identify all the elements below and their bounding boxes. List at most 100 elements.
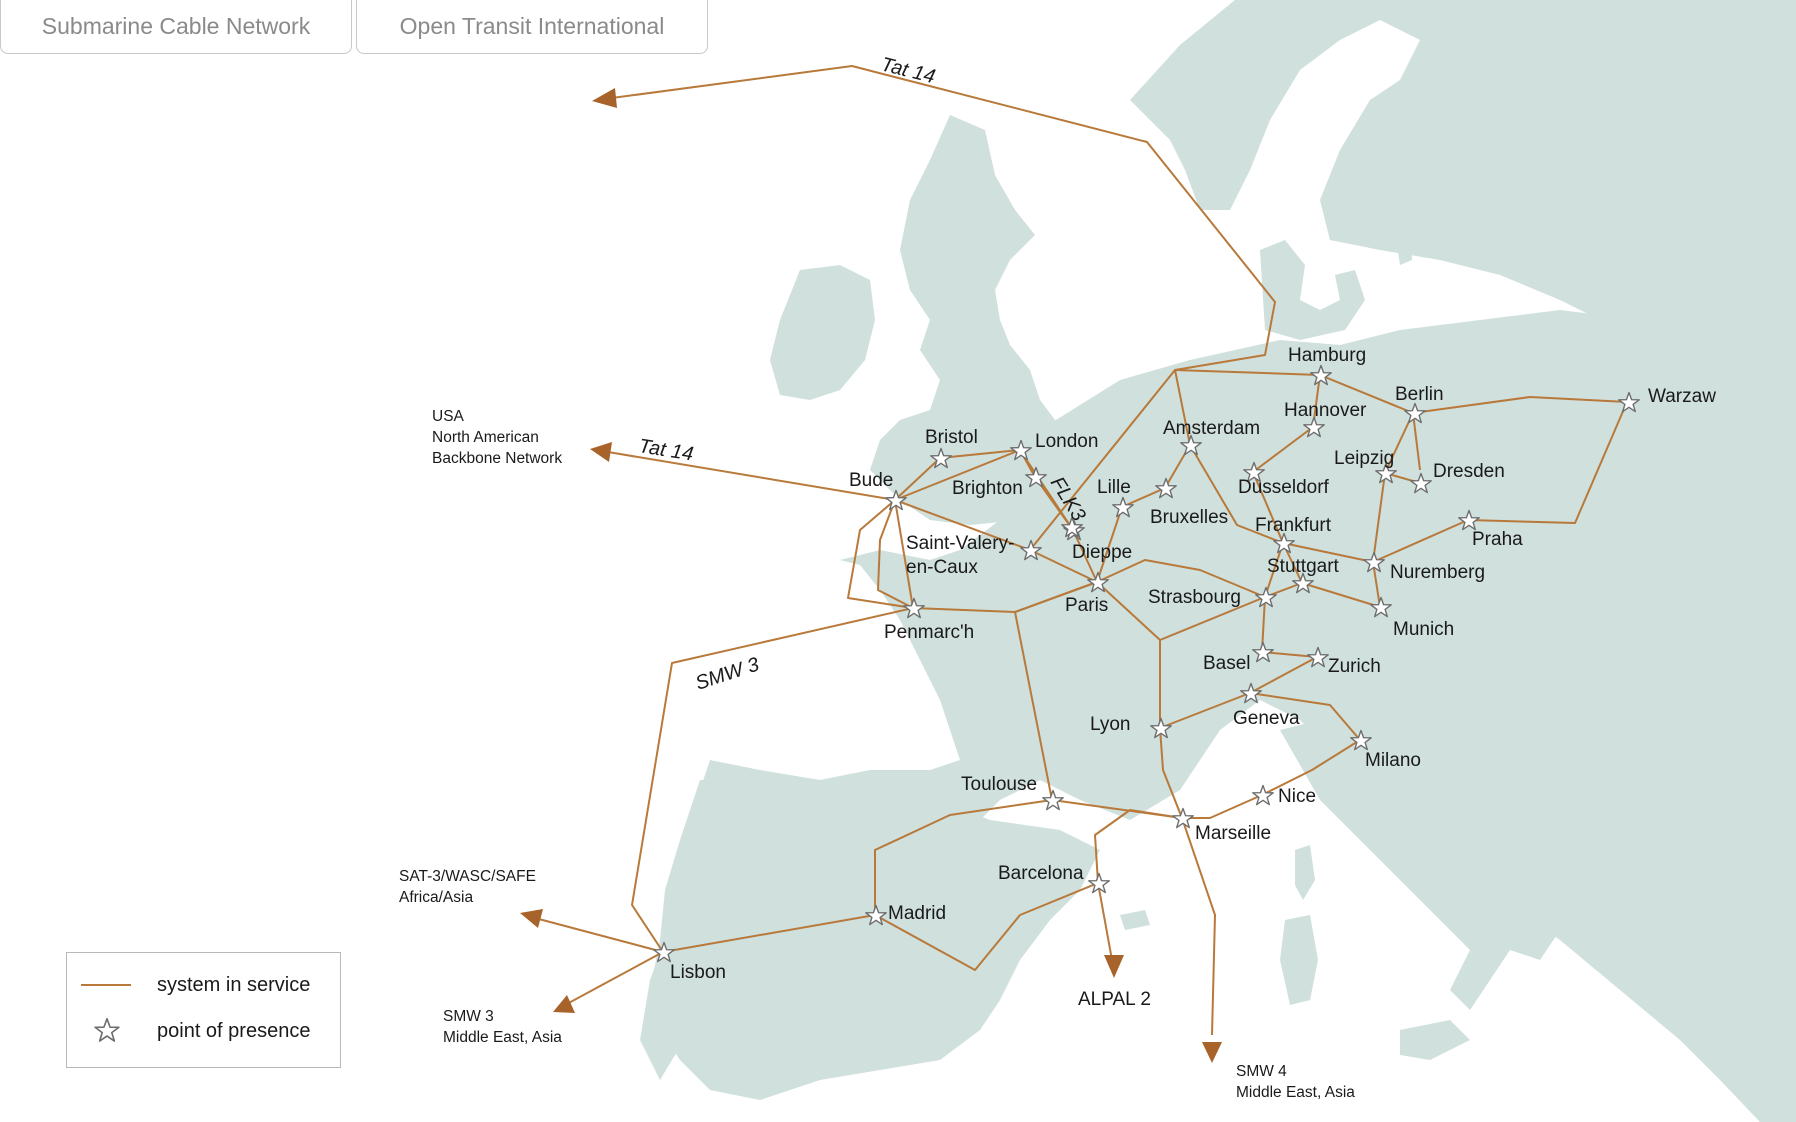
land-corsica bbox=[1295, 845, 1315, 900]
land-ireland bbox=[770, 265, 875, 400]
route-amsterdam-hamburg bbox=[1174, 369, 1321, 446]
label-strasbourg: Strasbourg bbox=[1148, 587, 1241, 608]
label-usa-3: Backbone Network bbox=[432, 450, 562, 467]
label-dieppe: Dieppe bbox=[1072, 542, 1132, 563]
label-hannover: Hannover bbox=[1284, 400, 1367, 421]
land-iberia bbox=[650, 780, 1100, 1100]
star-marseille bbox=[1172, 807, 1194, 829]
label-nuremberg: Nuremberg bbox=[1390, 562, 1485, 583]
route-barcelona-alpal bbox=[1097, 882, 1113, 961]
route-paris-lille bbox=[1096, 506, 1123, 583]
route-lyon-geneva bbox=[1159, 692, 1251, 729]
route-basel-zurich bbox=[1261, 651, 1318, 658]
route-geneva-zurich bbox=[1249, 656, 1318, 694]
label-stuttgart: Stuttgart bbox=[1267, 556, 1340, 577]
label-bruxelles: Bruxelles bbox=[1150, 507, 1228, 528]
legend-label-system: system in service bbox=[157, 973, 311, 996]
land-scandinavia bbox=[1130, 0, 1796, 470]
tab-submarine-cable-network[interactable]: Submarine Cable Network bbox=[0, 0, 352, 54]
label-penmarch: Penmarc'h bbox=[884, 622, 974, 643]
route-frankfurt-strasbourg bbox=[1264, 542, 1284, 598]
arrow-tat14-north bbox=[592, 88, 617, 108]
label-amsterdam: Amsterdam bbox=[1163, 418, 1260, 439]
route-paris-toulouse bbox=[1014, 581, 1098, 801]
land-gotland bbox=[1395, 225, 1412, 265]
route-tat14-usa bbox=[607, 451, 896, 501]
label-smw3-2: Middle East, Asia bbox=[443, 1029, 562, 1046]
route-bristol-london bbox=[939, 449, 1021, 459]
label-brighton: Brighton bbox=[952, 478, 1023, 499]
star-icon bbox=[94, 1017, 120, 1042]
land-great-britain bbox=[870, 115, 1075, 525]
label-paris: Paris bbox=[1065, 595, 1108, 616]
label-sat3-2: Africa/Asia bbox=[399, 889, 473, 906]
tab-open-transit-international[interactable]: Open Transit International bbox=[356, 0, 708, 54]
label-lisbon: Lisbon bbox=[670, 962, 726, 983]
route-madrid-barcelona bbox=[874, 882, 1099, 971]
label-lyon: Lyon bbox=[1090, 714, 1131, 735]
network-routes bbox=[534, 65, 1628, 1036]
route-marseille-smw4 bbox=[1181, 817, 1216, 1036]
route-lisbon-smw3 bbox=[564, 951, 664, 1006]
route-lille-bruxelles bbox=[1121, 487, 1166, 508]
label-dresden: Dresden bbox=[1433, 461, 1505, 482]
route-bude-svalery bbox=[894, 499, 1031, 551]
land-balearic bbox=[1120, 910, 1150, 930]
route-berlin-dresden bbox=[1412, 412, 1421, 471]
label-smw3: SMW 3 bbox=[693, 654, 762, 695]
label-dusseldorf: Dusseldorf bbox=[1238, 477, 1330, 498]
route-praha-nuremberg bbox=[1372, 519, 1469, 563]
label-smw4-1: SMW 4 bbox=[1236, 1063, 1287, 1080]
label-saint-valery-line2: en-Caux bbox=[906, 557, 978, 578]
map-legend: system in service point of presence bbox=[66, 952, 341, 1068]
route-bude-london bbox=[894, 449, 1021, 501]
route-arrows bbox=[520, 88, 1222, 1063]
label-smw4-2: Middle East, Asia bbox=[1236, 1084, 1355, 1101]
label-usa-1: USA bbox=[432, 408, 465, 425]
route-marseille-barcelona bbox=[1094, 809, 1183, 884]
arrow-sat3 bbox=[520, 909, 543, 928]
land-denmark bbox=[1260, 240, 1365, 340]
land-continent bbox=[640, 310, 1796, 1122]
label-zurich: Zurich bbox=[1328, 656, 1381, 677]
route-berlin-warzaw bbox=[1412, 396, 1628, 414]
label-barcelona: Barcelona bbox=[998, 863, 1084, 884]
label-frankfurt: Frankfurt bbox=[1255, 515, 1332, 536]
land-sardinia bbox=[1280, 915, 1318, 1005]
arrow-smw4 bbox=[1202, 1042, 1222, 1063]
label-basel: Basel bbox=[1203, 653, 1251, 674]
legend-row-system: system in service bbox=[67, 965, 340, 1005]
label-milano: Milano bbox=[1365, 750, 1421, 771]
label-london: London bbox=[1035, 431, 1098, 452]
land-masses bbox=[640, 0, 1796, 1122]
route-stuttgart-munich bbox=[1301, 582, 1381, 608]
route-bude-penmarch-c bbox=[894, 499, 914, 609]
label-toulouse: Toulouse bbox=[961, 774, 1037, 795]
label-alpal: ALPAL 2 bbox=[1078, 989, 1151, 1010]
legend-row-pop: point of presence bbox=[67, 1011, 340, 1051]
label-hamburg: Hamburg bbox=[1288, 345, 1366, 366]
route-bude-penmarch-b bbox=[877, 499, 914, 609]
route-hamburg-berlin bbox=[1319, 374, 1414, 414]
route-nuremberg-munich bbox=[1372, 561, 1381, 608]
star-toulouse bbox=[1042, 789, 1064, 811]
legend-label-pop: point of presence bbox=[157, 1019, 311, 1042]
route-bude-penmarch-a bbox=[847, 499, 914, 609]
label-warzaw: Warzaw bbox=[1648, 386, 1716, 407]
legend-line-swatch bbox=[81, 984, 131, 986]
label-madrid: Madrid bbox=[888, 903, 946, 924]
arrow-smw3-east bbox=[553, 995, 575, 1013]
label-berlin: Berlin bbox=[1395, 384, 1444, 405]
label-leipzig: Leipzig bbox=[1334, 448, 1394, 469]
label-praha: Praha bbox=[1472, 529, 1523, 550]
arrow-tat14-usa bbox=[590, 442, 612, 462]
label-usa-2: North American bbox=[432, 429, 539, 446]
route-warzaw-praha bbox=[1467, 401, 1628, 524]
arrow-alpal bbox=[1104, 955, 1124, 978]
route-nice-milano bbox=[1261, 739, 1361, 796]
destination-labels: USA North American Backbone Network SAT-… bbox=[399, 408, 1355, 1101]
label-smw3-1: SMW 3 bbox=[443, 1008, 494, 1025]
route-dieppe-paris bbox=[1072, 529, 1098, 583]
label-nice: Nice bbox=[1278, 786, 1316, 807]
